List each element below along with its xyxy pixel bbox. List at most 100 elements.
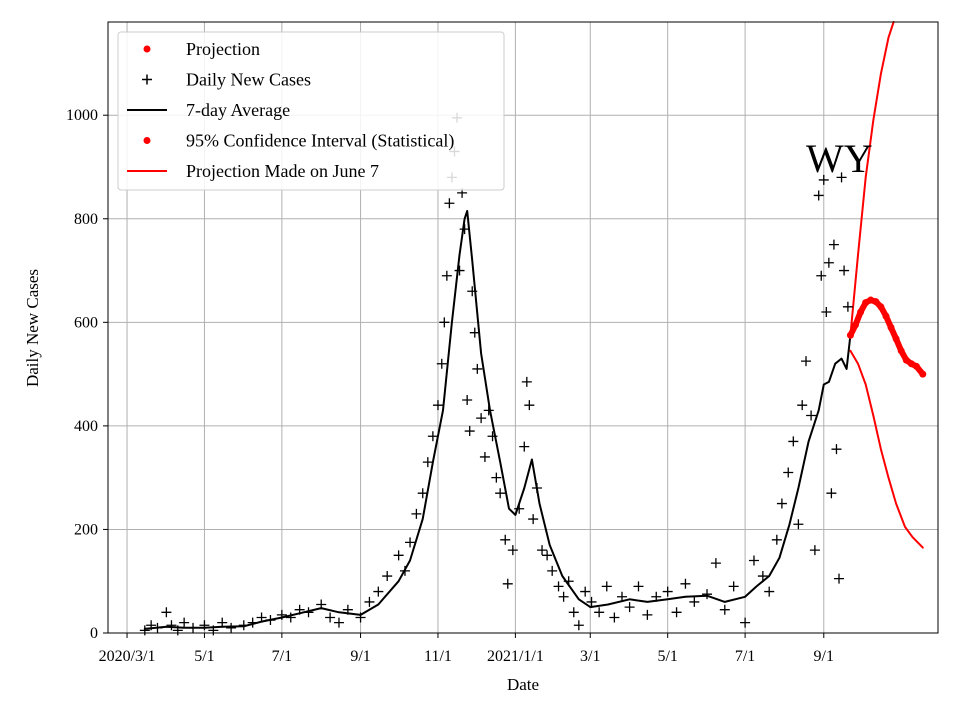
daily-case-marker <box>836 172 847 183</box>
daily-case-marker <box>537 545 548 556</box>
daily-case-marker <box>580 586 591 597</box>
projection-point <box>872 298 880 306</box>
daily-case-marker <box>483 405 494 416</box>
daily-case-marker <box>842 301 853 312</box>
legend: Projection Daily New Cases 7-day Average 95… <box>117 31 505 191</box>
daily-case-marker <box>316 599 327 610</box>
daily-case-marker <box>373 586 384 597</box>
daily-case-marker <box>831 444 842 455</box>
daily-case-marker <box>702 589 713 600</box>
y-tick-label: 600 <box>74 314 98 331</box>
daily-case-marker <box>285 612 296 623</box>
daily-case-marker <box>502 578 513 589</box>
daily-case-marker <box>422 457 433 468</box>
daily-case-marker <box>226 622 237 633</box>
legend-dot-marker <box>143 45 151 53</box>
daily-case-marker <box>788 436 799 447</box>
daily-case-marker <box>472 363 483 374</box>
daily-case-marker <box>521 376 532 387</box>
daily-case-marker <box>276 609 287 620</box>
daily-case-marker <box>542 550 553 561</box>
x-tick-label: 5/1 <box>194 648 214 665</box>
daily-case-marker <box>146 620 157 631</box>
daily-case-marker <box>459 224 470 235</box>
daily-case-marker <box>479 451 490 462</box>
daily-case-marker <box>199 620 210 631</box>
legend-label: Daily New Cases <box>186 70 311 90</box>
x-tick-label: 11/1 <box>424 648 452 665</box>
series-layer <box>143 21 927 630</box>
daily-case-marker <box>586 596 597 607</box>
daily-case-marker <box>325 612 336 623</box>
daily-case-marker <box>662 586 673 597</box>
daily-case-marker <box>748 555 759 566</box>
daily-case-marker <box>823 257 834 268</box>
daily-case-marker <box>558 591 569 602</box>
daily-case-marker <box>464 426 475 437</box>
daily-case-marker <box>764 586 775 597</box>
daily-case-marker <box>500 534 511 545</box>
projection-point <box>902 356 910 364</box>
tick-layer: 0 200 400 600 800 1000 2020/3/1 5/1 7/1 9/1 11/1 20… <box>66 107 834 665</box>
daily-case-marker <box>524 400 535 411</box>
daily-case-marker <box>441 270 452 281</box>
daily-case-marker <box>393 550 404 561</box>
legend-label: 7-day Average <box>186 100 290 120</box>
daily-case-marker <box>818 174 829 185</box>
daily-case-marker <box>519 441 530 452</box>
daily-case-marker <box>801 356 812 367</box>
plot-frame <box>107 21 939 634</box>
daily-case-marker <box>839 265 850 276</box>
daily-case-marker <box>399 565 410 576</box>
projection-point <box>857 308 865 316</box>
projection-point <box>912 362 920 370</box>
daily-case-marker <box>487 431 498 442</box>
daily-case-marker <box>757 571 768 582</box>
daily-case-marker <box>188 622 199 633</box>
daily-case-marker <box>728 581 739 592</box>
daily-case-marker <box>793 519 804 530</box>
legend-dot-marker <box>143 137 151 144</box>
projection-point <box>877 303 885 311</box>
daily-case-marker <box>624 602 635 613</box>
daily-case-marker <box>671 607 682 618</box>
state-annotation: WY <box>806 136 873 181</box>
daily-case-marker <box>740 617 751 628</box>
daily-case-marker <box>432 400 443 411</box>
daily-case-marker <box>834 573 845 584</box>
daily-case-marker <box>462 394 473 405</box>
daily-case-marker <box>594 607 605 618</box>
x-tick-label: 7/1 <box>272 648 292 665</box>
x-tick-label: 9/1 <box>350 648 370 665</box>
daily-case-marker <box>355 612 366 623</box>
projection-point <box>892 335 900 343</box>
daily-case-marker <box>139 625 150 636</box>
daily-case-marker <box>238 620 249 631</box>
projection-point <box>882 312 890 320</box>
daily-case-marker <box>609 612 620 623</box>
x-tick-label: 7/1 <box>735 648 755 665</box>
y-tick-label: 800 <box>74 211 98 228</box>
daily-case-marker <box>439 317 450 328</box>
daily-case-marker <box>495 488 506 499</box>
x-axis-label: Date <box>507 675 539 694</box>
daily-case-marker <box>547 565 558 576</box>
daily-case-marker <box>247 617 258 628</box>
daily-case-marker <box>828 239 839 250</box>
daily-case-marker <box>166 620 177 631</box>
legend-label: Projection <box>186 39 260 59</box>
marker-layer <box>139 112 853 636</box>
daily-case-marker <box>689 596 700 607</box>
daily-case-marker <box>411 508 422 519</box>
daily-case-marker <box>809 545 820 556</box>
daily-case-marker <box>771 534 782 545</box>
daily-case-marker <box>601 581 612 592</box>
daily-case-marker <box>161 607 172 618</box>
daily-case-marker <box>469 327 480 338</box>
daily-case-marker <box>531 483 542 494</box>
daily-case-marker <box>826 488 837 499</box>
daily-case-marker <box>217 617 228 628</box>
x-tick-label: 9/1 <box>814 648 834 665</box>
daily-case-marker <box>797 400 808 411</box>
